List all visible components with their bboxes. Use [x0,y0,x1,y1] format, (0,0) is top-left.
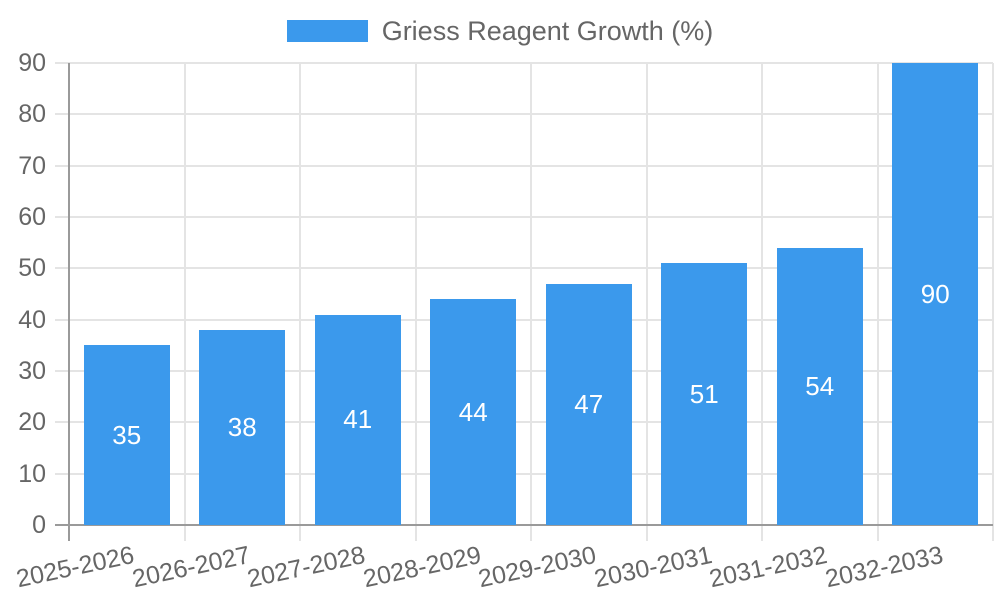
x-tick-label: 2029-2030 [476,540,599,594]
y-tick-label: 70 [18,151,46,180]
y-tick-label: 60 [18,203,46,231]
gridline-vertical [761,63,763,541]
bar[interactable]: 35 [83,345,170,525]
bar-value-label: 90 [920,278,950,309]
gridline-vertical [876,63,879,541]
bar[interactable]: 54 [776,247,863,525]
x-tick-label: 2031-2032 [707,540,830,594]
gridline-horizontal [55,164,993,167]
bar-value-label: 51 [689,378,719,409]
x-axis-line [55,524,993,526]
x-tick-label: 2028-2029 [360,540,484,594]
gridline-horizontal [55,113,993,116]
legend-swatch-icon [286,20,368,42]
x-tick-label: 2032-2033 [822,540,946,594]
gridline-vertical [645,63,648,541]
gridline-horizontal [55,421,993,424]
x-tick-label: 2027-2028 [245,540,368,594]
y-tick-label: 40 [18,305,46,334]
bar[interactable]: 38 [199,329,286,525]
y-tick-label: 80 [18,100,46,129]
gridline-vertical [992,63,994,541]
gridline-horizontal [55,370,993,372]
bar-value-label: 44 [458,396,488,427]
y-tick-label: 0 [32,511,46,539]
x-tick-label: 2025-2026 [14,540,137,594]
bar-value-label: 41 [343,404,373,435]
gridline-horizontal [55,472,993,475]
legend-label: Griess Reagent Growth (%) [381,15,714,46]
gridline-vertical [414,63,417,541]
gridline-horizontal [55,62,993,64]
y-tick-label: 50 [18,254,46,283]
bar-value-label: 38 [227,411,257,442]
bar[interactable]: 47 [545,283,632,525]
gridline-vertical [530,63,532,541]
gridline-horizontal [55,318,993,321]
bar[interactable]: 51 [661,263,748,525]
bar-value-label: 54 [805,370,835,401]
y-tick-label: 90 [18,49,46,77]
y-tick-label: 10 [18,459,46,488]
chart-legend[interactable]: Griess Reagent Growth (%) [0,15,1000,46]
y-tick-label: 30 [18,357,46,385]
bar[interactable]: 41 [314,314,401,525]
gridline-horizontal [55,216,993,218]
y-axis-line [68,63,70,541]
x-tick-label: 2030-2031 [591,540,715,594]
bar-value-label: 35 [112,419,142,450]
bar[interactable]: 90 [892,63,979,525]
bar[interactable]: 44 [430,299,517,525]
bar-value-label: 47 [574,388,604,419]
gridline-vertical [299,63,301,541]
x-tick-label: 2026-2027 [129,540,253,594]
gridline-horizontal [55,267,993,270]
y-tick-label: 20 [18,408,46,437]
gridline-vertical [183,63,186,541]
